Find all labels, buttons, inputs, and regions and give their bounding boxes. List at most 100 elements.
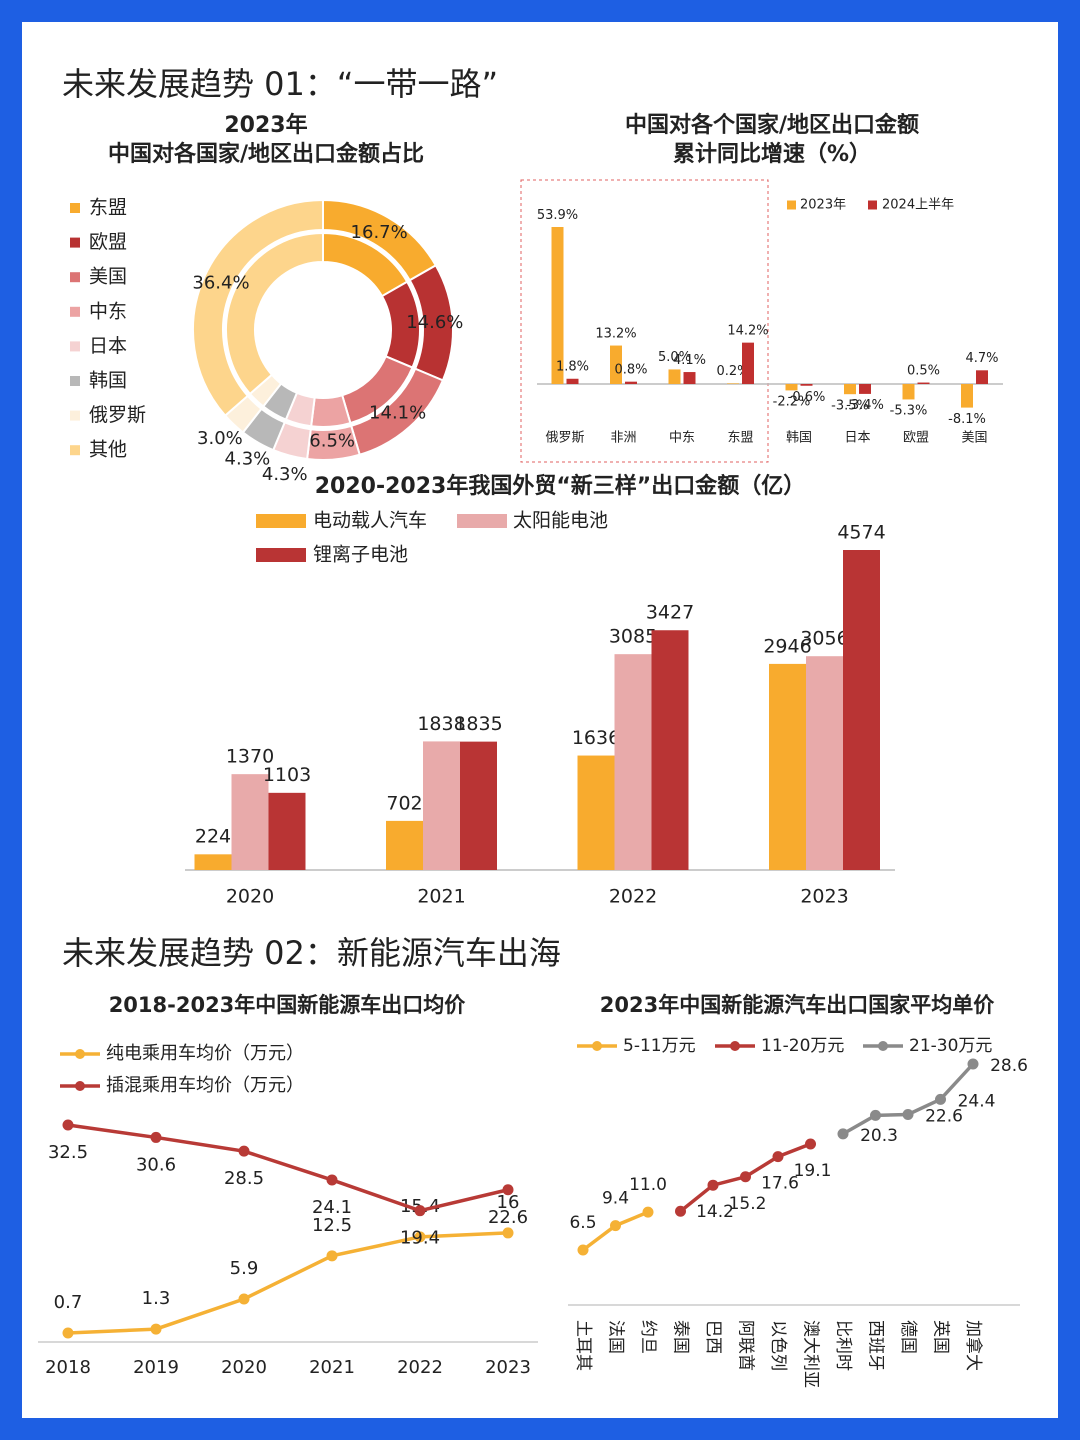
- chart-title: 2023年: [224, 112, 307, 138]
- bar: [683, 372, 696, 384]
- x-tick-label: 德国: [898, 1320, 918, 1354]
- point: [502, 1184, 514, 1196]
- legend-label: 锂离子电池: [313, 544, 408, 566]
- data-label: 1.3: [142, 1288, 171, 1309]
- data-label: -2.2%: [773, 395, 811, 410]
- legend-label: 纯电乘用车均价（万元）: [106, 1043, 304, 1064]
- data-label: -5.3%: [890, 404, 928, 419]
- x-tick-label: 加拿大: [963, 1320, 984, 1371]
- data-label: 702: [386, 792, 422, 814]
- data-label: 24.1: [312, 1197, 352, 1218]
- data-label: 53.9%: [537, 208, 578, 223]
- point: [238, 1145, 250, 1157]
- heading: 未来发展趋势 01：“一带一路”: [62, 65, 498, 103]
- data-label: 1835: [454, 713, 502, 735]
- point: [805, 1138, 816, 1150]
- chart-title: 2023年中国新能源汽车出口国家平均单价: [600, 993, 995, 1017]
- chart-title: 2018-2023年中国新能源车出口均价: [109, 993, 467, 1017]
- bar: [625, 381, 637, 384]
- data-label: 5.0%: [658, 350, 691, 365]
- legend-dot: [75, 1081, 85, 1091]
- x-tick-label: 非洲: [610, 431, 636, 446]
- bar: [423, 741, 460, 870]
- data-label: 16: [497, 1192, 520, 1213]
- data-label: 1370: [226, 746, 274, 768]
- data-label: 1.8%: [556, 360, 589, 375]
- data-label: 4.1%: [673, 353, 706, 368]
- x-tick-label: 土耳其: [573, 1320, 593, 1371]
- bar: [386, 820, 423, 870]
- bar: [742, 342, 754, 384]
- bar: [727, 383, 739, 384]
- chart-subtitle: 累计同比增速（%）: [673, 141, 871, 167]
- x-tick-label: 2020: [226, 886, 274, 908]
- x-tick-label: 日本: [844, 431, 870, 446]
- legend-label: 欧盟: [89, 231, 127, 253]
- x-tick-label: 韩国: [786, 431, 812, 446]
- data-label: 19.4: [400, 1228, 440, 1249]
- x-tick-label: 2023: [485, 1357, 531, 1378]
- bar: [785, 384, 798, 391]
- x-tick-label: 2021: [417, 886, 465, 908]
- data-label: 32.5: [48, 1142, 88, 1163]
- data-label: 1103: [263, 764, 311, 786]
- data-label: 12.5: [312, 1215, 352, 1236]
- point: [414, 1205, 426, 1217]
- data-label: 1636: [572, 727, 620, 749]
- line: [67, 1231, 509, 1335]
- bar: [194, 854, 232, 870]
- x-tick-label: 泰国: [671, 1320, 691, 1354]
- legend-swatch: [70, 272, 80, 283]
- legend-label: 21-30万元: [909, 1036, 992, 1056]
- data-label: 30.6: [136, 1154, 176, 1175]
- x-tick-label: 巴西: [703, 1320, 723, 1354]
- x-tick-label: 阿联酋: [736, 1320, 756, 1371]
- data-label: 2946: [763, 635, 811, 657]
- legend-swatch: [868, 200, 877, 210]
- bar: [976, 370, 988, 384]
- line: [67, 1123, 509, 1213]
- panel: [22, 22, 1058, 1418]
- x-tick-label: 2023: [800, 886, 848, 908]
- point: [967, 1058, 979, 1070]
- chart-title: 2020-2023年我国外贸“新三样”出口金额（亿）: [315, 473, 806, 499]
- point: [502, 1227, 514, 1239]
- legend-swatch: [457, 514, 507, 528]
- data-label: 0.2%: [716, 364, 749, 379]
- data-label: 0.7: [54, 1292, 83, 1313]
- bar: [614, 654, 652, 870]
- legend-swatch: [70, 237, 80, 248]
- legend-label: 韩国: [89, 370, 127, 392]
- chart-title: 中国对各个国家/地区出口金额: [625, 112, 919, 138]
- point: [642, 1206, 654, 1218]
- data-label: 3056: [800, 628, 848, 650]
- point: [740, 1171, 751, 1183]
- x-tick-label: 2021: [309, 1357, 355, 1378]
- legend-dot: [730, 1041, 740, 1051]
- data-label: 28.6: [990, 1056, 1028, 1076]
- data-label: 28.5: [224, 1168, 264, 1189]
- data-label: 19.1: [794, 1161, 832, 1181]
- legend-swatch: [70, 376, 80, 386]
- data-label: 15.2: [729, 1194, 767, 1214]
- point: [772, 1151, 784, 1163]
- bar: [961, 384, 973, 408]
- bar: [551, 227, 564, 384]
- x-tick-label: 欧盟: [903, 431, 929, 446]
- point: [577, 1244, 589, 1256]
- point: [870, 1109, 881, 1121]
- data-label: 4.3%: [225, 449, 271, 470]
- legend-swatch: [70, 306, 80, 317]
- data-label: -8.1%: [948, 412, 986, 427]
- bar: [231, 774, 269, 870]
- point: [326, 1174, 338, 1186]
- legend-dot: [878, 1041, 888, 1051]
- point: [238, 1293, 250, 1305]
- point: [150, 1323, 162, 1335]
- slice: [310, 393, 352, 428]
- point: [902, 1108, 914, 1120]
- data-label: 1838: [417, 713, 465, 735]
- data-label: -0.6%: [788, 390, 826, 405]
- bar: [800, 384, 813, 386]
